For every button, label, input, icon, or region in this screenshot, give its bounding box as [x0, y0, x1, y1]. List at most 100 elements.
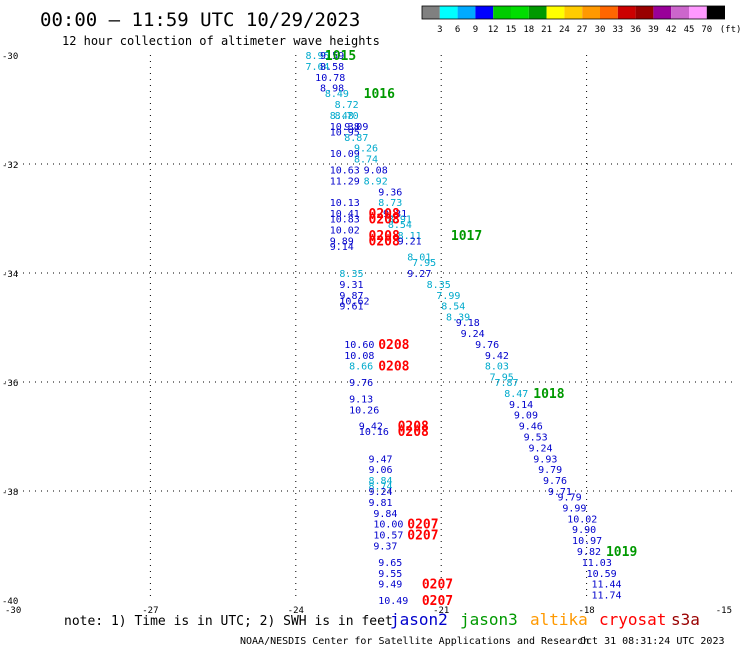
- y-tick-label: -32: [2, 161, 18, 171]
- data-point-label: 8.92: [364, 176, 388, 187]
- data-point-label: 10.59: [587, 569, 617, 580]
- time-label: 0207: [407, 518, 438, 533]
- data-point-label: 7.99: [436, 291, 460, 302]
- data-point-label: 10.95: [330, 127, 360, 138]
- data-point-label: 8.54: [441, 302, 465, 313]
- data-point-label: 9.71: [548, 487, 572, 498]
- chart-title: 00:00 – 11:59 UTC 10/29/2023: [40, 9, 360, 31]
- data-point-label: 9.90: [572, 525, 596, 536]
- data-point-label: 11.74: [591, 591, 621, 602]
- data-point-label: 7.95: [490, 373, 514, 384]
- data-point-label: 9.93: [533, 454, 557, 465]
- legend-swatch: [582, 6, 600, 19]
- data-point-label: 10.41: [330, 209, 360, 220]
- y-tick-label: -34: [2, 270, 18, 280]
- legend-swatch: [546, 6, 565, 19]
- satellite-name: jason3: [460, 610, 518, 629]
- data-point-label: 9.26: [354, 144, 378, 155]
- data-point-label: 9.55: [378, 569, 402, 580]
- legend-label: 39: [648, 25, 659, 35]
- time-label: 0208: [378, 360, 409, 375]
- time-label: 0208: [398, 420, 429, 435]
- y-tick-label: -36: [2, 379, 18, 389]
- legend-swatch: [475, 6, 494, 19]
- data-point-label: 8.66: [349, 362, 373, 373]
- legend-swatch: [422, 6, 440, 19]
- data-point-label: 10.08: [344, 351, 374, 362]
- data-point-label: 9.08: [364, 165, 388, 176]
- data-point-label: 10.63: [330, 165, 360, 176]
- legend-label: 42: [666, 25, 677, 35]
- data-point-label: 10.97: [572, 536, 602, 547]
- time-label: 0208: [369, 234, 400, 249]
- time-label: 1019: [606, 545, 637, 560]
- data-point-label: 8.35: [339, 269, 363, 280]
- legend-label: 27: [577, 25, 588, 35]
- y-tick-label: -40: [2, 597, 18, 607]
- data-point-label: 9.42: [485, 351, 509, 362]
- data-point-label: 8.49: [325, 89, 349, 100]
- data-point-label: 10.02: [567, 514, 597, 525]
- legend-swatch: [528, 6, 547, 19]
- legend-label: 6: [455, 25, 460, 35]
- axis-ticks: -30 -27 -24 -21 -18 -15 -30 -32 -34 -36 -38 -40: [2, 52, 732, 616]
- satellite-legend: jason2 jason3 altika cryosat s3a: [390, 610, 700, 629]
- data-point-label: 9.53: [524, 433, 548, 444]
- data-point-label: 8.95: [305, 51, 329, 62]
- time-label: 1016: [364, 87, 395, 102]
- legend-swatch: [689, 6, 707, 19]
- legend-swatch: [493, 6, 511, 19]
- data-point-label: 9.18: [456, 318, 480, 329]
- data-point-label: 8.11: [398, 231, 422, 242]
- data-point-label: 10.00: [373, 520, 403, 531]
- data-point-label: 7.64: [305, 62, 329, 73]
- data-point-label: 11.29: [330, 176, 360, 187]
- data-point-label: 9.79: [558, 492, 582, 503]
- data-point-label: 8.74: [354, 155, 378, 166]
- y-tick-label: -38: [2, 488, 18, 498]
- time-label: 1017: [451, 229, 482, 244]
- time-label: 0207: [407, 529, 438, 544]
- legend-swatch: [564, 6, 583, 19]
- data-point-label: 9.87: [339, 291, 363, 302]
- satellite-name: s3a: [671, 610, 700, 629]
- data-point-label: 9.79: [538, 465, 562, 476]
- legend-label: 18: [523, 25, 534, 35]
- data-point-label: 8.91: [388, 215, 412, 226]
- legend-swatch: [635, 6, 654, 19]
- data-point-label: 9.21: [398, 236, 422, 247]
- footer-note: note: 1) Time is in UTC; 2) SWH is in fe…: [64, 614, 393, 629]
- time-label: 0208: [369, 207, 400, 222]
- legend-label: 3: [437, 25, 442, 35]
- footer-timestamp: Oct 31 08:31:24 UTC 2023: [580, 636, 725, 647]
- legend-unit: (ft): [720, 25, 740, 35]
- legend-label: 30: [595, 25, 606, 35]
- data-point-label: 8.84: [369, 476, 393, 487]
- legend-swatch: [653, 6, 672, 19]
- data-point-label: 10.16: [359, 427, 389, 438]
- data-point-label: 9.27: [407, 269, 431, 280]
- data-point-label: 10.60: [344, 340, 374, 351]
- data-point-label: 8.87: [344, 133, 368, 144]
- legend-label: 33: [612, 25, 623, 35]
- satellite-name: jason2: [390, 610, 448, 629]
- x-tick-label: -30: [5, 606, 21, 616]
- legend-swatch: [706, 6, 725, 19]
- time-labels: 1015101610171018101902080208020802080208…: [325, 49, 637, 609]
- data-point-label: 9.31: [339, 280, 363, 291]
- data-point-label: 7.95: [412, 258, 436, 269]
- data-point-label: 11.44: [591, 580, 621, 591]
- data-point-label: 10.78: [315, 73, 345, 84]
- data-point-label: 9.59: [320, 51, 344, 62]
- footer-credit: NOAA/NESDIS Center for Satellite Applica…: [240, 636, 589, 647]
- data-point-label: 10.62: [339, 296, 369, 307]
- data-point-label: 8.54: [388, 220, 412, 231]
- legend-swatch: [671, 6, 689, 19]
- data-point-label: 9.99: [562, 503, 586, 514]
- data-point-label: 8.73: [378, 198, 402, 209]
- time-label: 0208: [378, 338, 409, 353]
- data-point-label: 9.42: [359, 422, 383, 433]
- data-point-label: 9.31: [383, 209, 407, 220]
- legend-swatch: [511, 6, 529, 19]
- legend-label: 24: [559, 25, 570, 35]
